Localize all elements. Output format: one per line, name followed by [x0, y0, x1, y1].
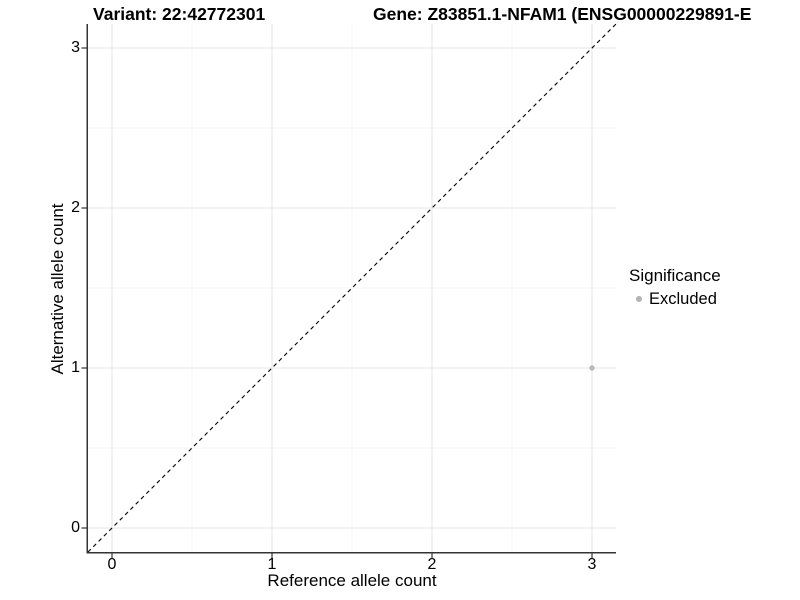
legend-item: Excluded	[629, 290, 721, 308]
chart-title-variant: Variant: 22:42772301	[93, 4, 266, 24]
legend-entry-label: Excluded	[649, 290, 717, 308]
y-tick-label: 3	[71, 39, 80, 56]
legend-title: Significance	[629, 266, 721, 285]
legend-dot-icon	[636, 296, 642, 302]
x-tick-label: 3	[587, 556, 597, 573]
y-tick-label: 2	[71, 199, 80, 216]
legend: Significance Excluded	[629, 266, 721, 308]
x-tick-label: 0	[107, 556, 117, 573]
x-axis-title: Reference allele count	[267, 571, 437, 590]
chart-title-gene: Gene: Z83851.1-NFAM1 (ENSG00000229891-E	[373, 4, 752, 24]
y-axis-title: Alternative allele count	[48, 203, 67, 375]
x-tick-label: 1	[267, 556, 277, 573]
y-tick-label: 0	[71, 519, 80, 536]
plot-panel	[81, 23, 617, 559]
y-tick-label: 1	[71, 359, 80, 376]
legend-entries: Excluded	[629, 290, 721, 308]
x-tick-label: 2	[427, 556, 437, 573]
data-point	[589, 365, 595, 371]
